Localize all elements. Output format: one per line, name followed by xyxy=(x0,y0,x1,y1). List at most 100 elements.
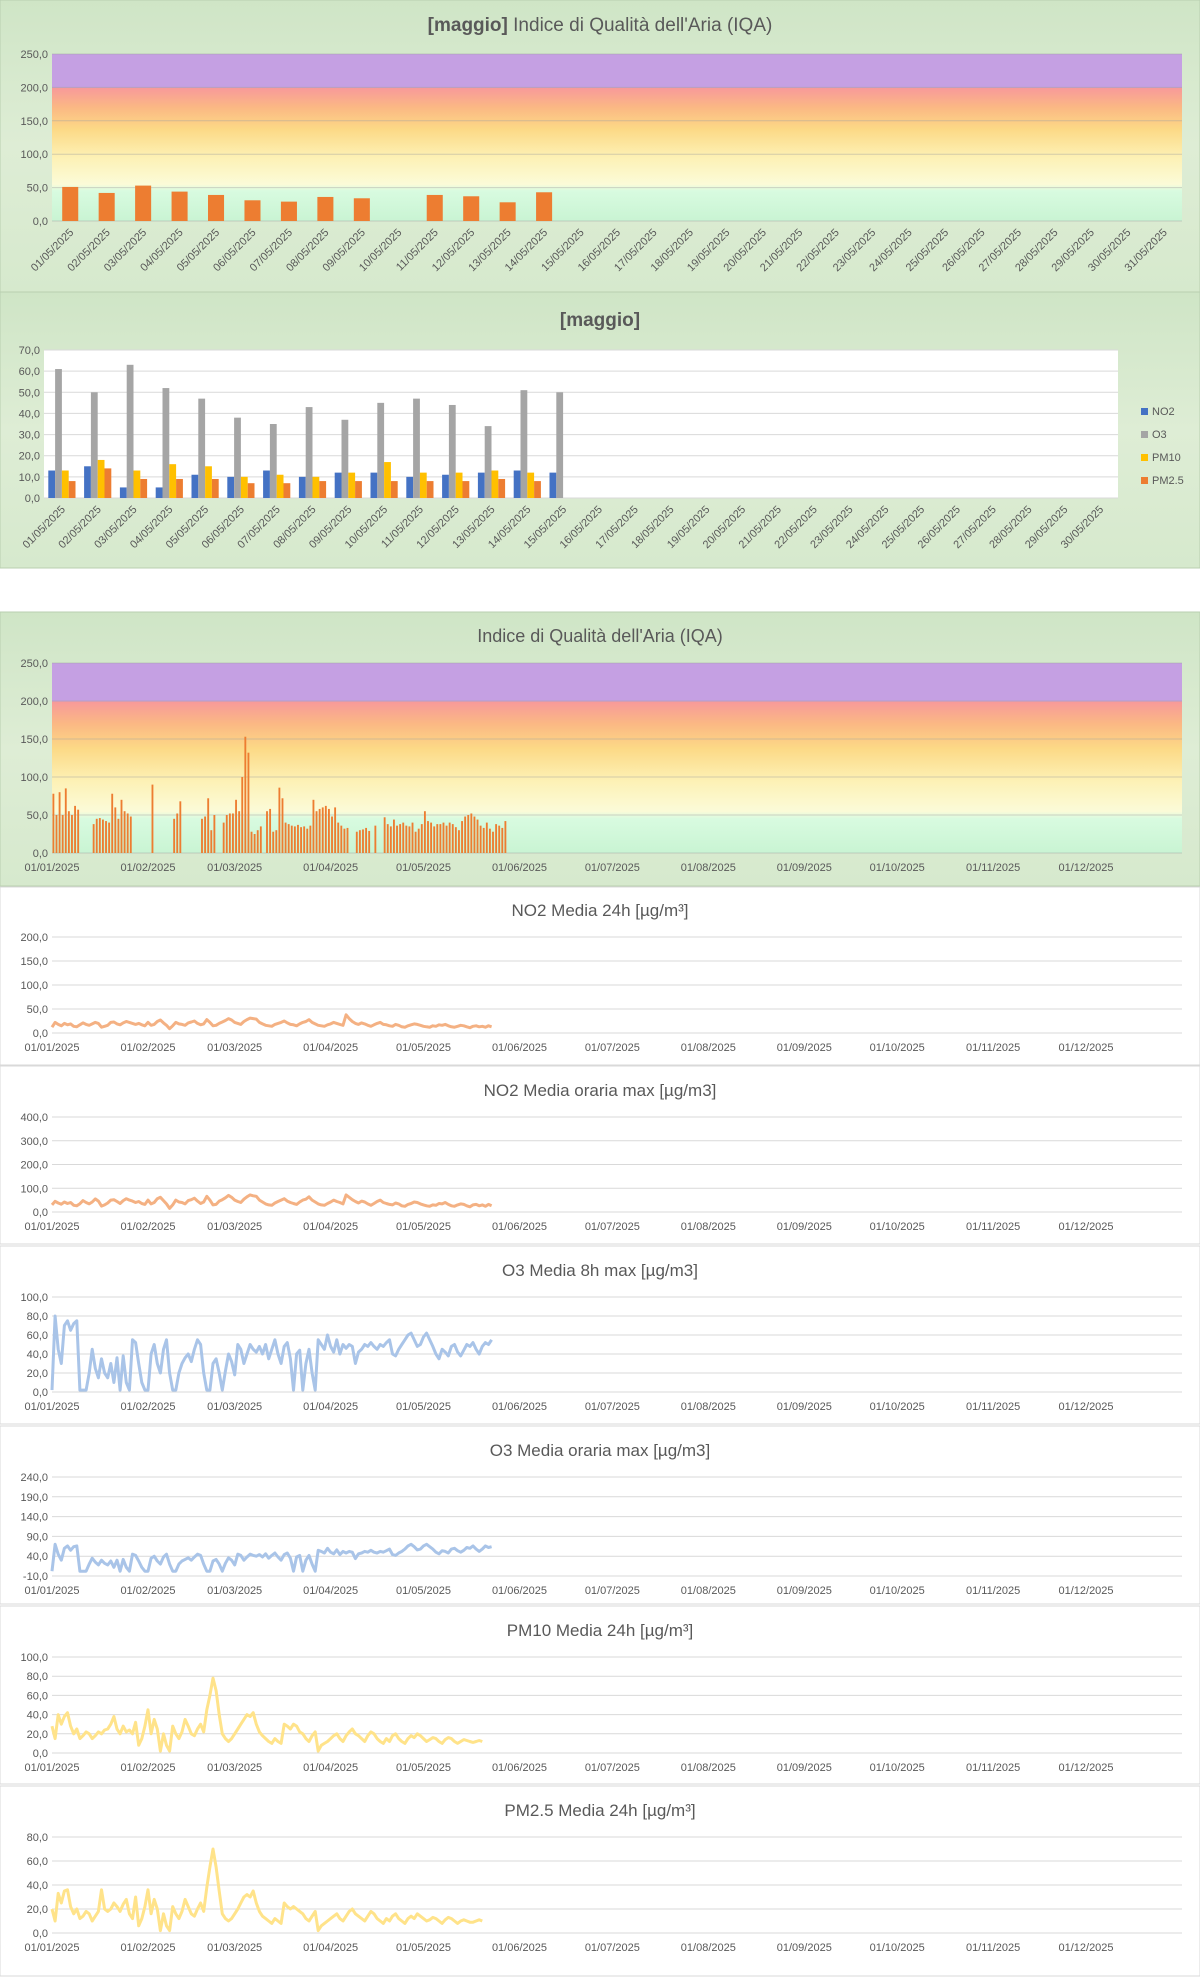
iqa-day-bar xyxy=(228,813,231,853)
pollutant-bar xyxy=(176,478,183,498)
x-tick-label: 01/09/2025 xyxy=(777,1942,832,1954)
pollutant-bar xyxy=(513,470,521,498)
legend-label: O3 xyxy=(1152,429,1167,441)
iqa-year-title: Indice di Qualità dell'Aria (IQA) xyxy=(477,626,723,646)
iqa-day-bar xyxy=(297,824,299,853)
x-tick-label: 01/12/2025 xyxy=(1058,862,1113,874)
iqa-day-bar xyxy=(52,793,55,853)
pollutants-month-chart: 0,010,020,030,040,050,060,070,001/05/202… xyxy=(19,345,1184,551)
pollutant-bar xyxy=(455,472,463,498)
iqa-day-bar xyxy=(101,819,104,853)
iqa-day-bar xyxy=(210,830,213,853)
x-tick-label: 01/06/2025 xyxy=(492,1762,547,1774)
panel-iqa-year: Indice di Qualità dell'Aria (IQA) 0,0 50,… xyxy=(0,611,1200,887)
x-tick-label: 01/11/2025 xyxy=(966,1221,1020,1233)
x-tick-label: 01/04/2025 xyxy=(303,1042,358,1054)
iqa-day-bar xyxy=(151,784,154,853)
y-tick-label: 50,0 xyxy=(19,387,40,399)
pm25-24h-title: PM2.5 Media 24h [µg/m³] xyxy=(504,1801,695,1820)
iqa-day-bar xyxy=(448,822,451,853)
x-tick-label: 01/05/2025 xyxy=(396,1221,451,1233)
panel-pm25-24h: PM2.5 Media 24h [µg/m³] 0,0 20,0 40,0 60,0 8… xyxy=(0,1785,1200,1977)
x-tick-label: 01/08/2025 xyxy=(681,862,736,874)
iqa-day-bar xyxy=(454,827,457,853)
iqa-day-bar xyxy=(225,815,228,853)
iqa-day-bar xyxy=(324,805,327,853)
iqa-day-bar xyxy=(343,828,346,853)
y-tick-label: 20,0 xyxy=(27,1904,48,1916)
x-tick-label: 01/01/2025 xyxy=(24,862,79,874)
y-tick-label: 240,0 xyxy=(20,1472,48,1484)
x-tick-label: 01/08/2025 xyxy=(681,1042,736,1054)
iqa-bar xyxy=(135,185,152,221)
y-tick-label: 40,0 xyxy=(27,1349,48,1361)
iqa-bar xyxy=(171,191,188,221)
pollutant-bar xyxy=(527,472,535,498)
series-line xyxy=(50,1847,483,1933)
x-tick-label: 01/03/2025 xyxy=(207,1401,262,1413)
x-tick-label: 01/08/2025 xyxy=(681,1401,736,1413)
iqa-day-bar xyxy=(327,808,330,853)
legend-swatch xyxy=(1141,477,1148,484)
pollutant-bar xyxy=(491,470,499,498)
iqa-day-bar xyxy=(399,824,402,853)
x-tick-label: 01/07/2025 xyxy=(585,1401,640,1413)
iqa-day-bar xyxy=(235,799,237,853)
pollutant-bar xyxy=(305,407,313,498)
iqa-day-bar xyxy=(427,821,429,853)
pm10-24h-chart: 0,0 20,0 40,0 60,0 80,0 100,0 01/01/2025 01/02/… xyxy=(20,1652,1182,1774)
y-tick-label: -10,0 xyxy=(23,1571,48,1583)
series-line xyxy=(50,1542,492,1573)
iqa-day-bar xyxy=(405,825,408,853)
pollutant-bar xyxy=(477,472,485,498)
pollutant-bar xyxy=(534,481,541,498)
iqa-day-bar xyxy=(492,831,494,853)
y-tick-label: 140,0 xyxy=(20,1512,48,1524)
iqa-day-bar xyxy=(108,822,111,853)
x-tick-label: 01/08/2025 xyxy=(681,1942,736,1954)
panel-o3-8h: O3 Media 8h max [µg/m3] 0,0 20,0 40,0 60,0 8… xyxy=(0,1245,1200,1425)
y-tick-label: 100,0 xyxy=(20,980,48,992)
iqa-day-bar xyxy=(321,807,324,853)
iqa-bar xyxy=(62,186,79,221)
x-tick-label: 01/04/2025 xyxy=(303,1585,358,1597)
y-tick-label: 0,0 xyxy=(33,1928,48,1940)
no2-24h-chart: 0,0 50,0 100,0 150,0 200,0 01/01/2025 01/02/20… xyxy=(20,932,1182,1054)
y-tick-label: 40,0 xyxy=(27,1710,48,1722)
iqa-day-bar xyxy=(433,826,436,853)
panel-iqa-month: [maggio] Indice di Qualità dell'Aria (IQ… xyxy=(0,0,1200,293)
iqa-day-bar xyxy=(64,788,67,853)
y-tick-label: 80,0 xyxy=(27,1671,48,1683)
iqa-day-bar xyxy=(266,811,268,853)
y-tick-label: 200,0 xyxy=(20,696,48,708)
iqa-day-bar xyxy=(355,831,358,853)
x-tick-label: 01/07/2025 xyxy=(585,1762,640,1774)
y-tick-label: 40,0 xyxy=(27,1551,48,1563)
iqa-day-bar xyxy=(461,821,463,853)
o3-hourly-chart: -10,0 40,0 90,0 140,0 190,0 240,0 01/01/2025 01… xyxy=(20,1472,1182,1597)
pollutant-bar xyxy=(263,470,270,498)
x-tick-label: 01/05/2025 xyxy=(396,1942,451,1954)
x-tick-label: 01/11/2025 xyxy=(966,1942,1020,1954)
x-tick-label: 01/01/2025 xyxy=(24,1221,79,1233)
iqa-day-bar xyxy=(451,824,454,853)
y-tick-label: 20,0 xyxy=(19,451,40,463)
iqa-bar xyxy=(536,192,553,221)
iqa-day-bar xyxy=(207,798,210,853)
x-tick-label: 01/06/2025 xyxy=(492,1401,547,1413)
pollutant-bar xyxy=(119,487,127,498)
x-tick-label: 01/11/2025 xyxy=(966,1401,1020,1413)
iqa-day-bar xyxy=(476,819,479,853)
iqa-day-bar xyxy=(337,822,340,853)
x-tick-label: 01/05/2025 xyxy=(396,1401,451,1413)
x-tick-label: 01/03/2025 xyxy=(207,1221,262,1233)
x-tick-label: 01/12/2025 xyxy=(1058,1762,1113,1774)
iqa-day-bar xyxy=(114,807,117,853)
pollutant-bar xyxy=(97,459,105,498)
iqa-day-bar xyxy=(423,811,426,853)
iqa-day-bar xyxy=(458,830,460,853)
iqa-day-bar xyxy=(77,809,80,853)
x-tick-label: 01/11/2025 xyxy=(966,1762,1020,1774)
iqa-day-bar xyxy=(488,828,491,853)
y-tick-label: 70,0 xyxy=(19,345,40,357)
